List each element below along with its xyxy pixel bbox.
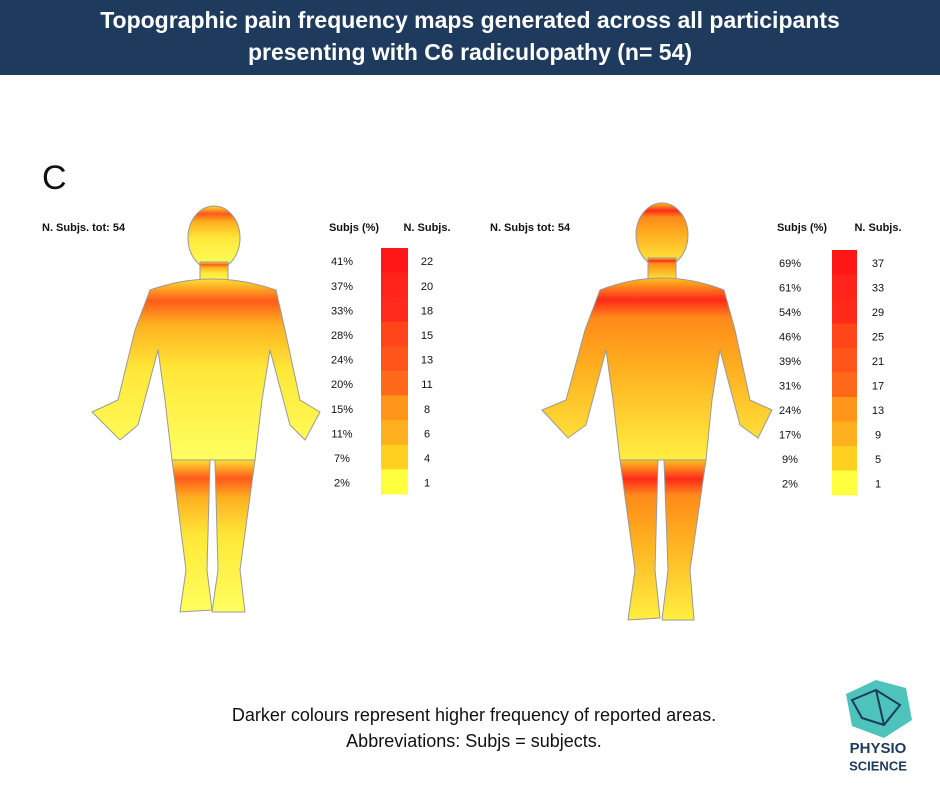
back-body-map: [541, 202, 773, 621]
legend-swatch: [381, 371, 408, 397]
total-label: N. Subjs. tot: 54: [42, 222, 126, 234]
legend-swatch: [832, 372, 857, 398]
legend-percent: 69%: [779, 258, 801, 270]
legend-swatch: [832, 470, 857, 496]
legend-swatch: [381, 444, 408, 470]
legend-count: 17: [872, 381, 884, 393]
legend-count: 15: [421, 330, 433, 342]
legend-header: N. Subjs.: [854, 222, 901, 234]
legend-percent: 2%: [782, 479, 798, 491]
legend-swatch: [832, 299, 857, 324]
legend-count: 22: [421, 256, 433, 268]
legend-swatch: [832, 250, 857, 275]
legend-swatch: [381, 346, 408, 372]
legend-count: 8: [424, 404, 430, 416]
total-label: N. Subjs tot: 54: [490, 222, 571, 234]
legend-percent: 33%: [331, 305, 353, 317]
legend-swatch: [381, 297, 408, 323]
legend-swatch: [381, 395, 408, 421]
footer-line: Abbreviations: Subjs = subjects.: [346, 731, 602, 751]
legend-swatch: [832, 323, 857, 349]
legend-percent: 20%: [331, 379, 353, 391]
legend-count: 11: [421, 379, 432, 391]
legend-percent: 31%: [779, 381, 801, 393]
logo: PHYSIO SCIENCE: [846, 680, 912, 773]
logo-network: [850, 688, 902, 727]
legend-count: 21: [872, 356, 884, 368]
legend-swatch: [832, 421, 857, 447]
logo-text: SCIENCE: [849, 758, 907, 773]
legend-count: 25: [872, 332, 884, 344]
legend-count: 13: [421, 355, 433, 367]
legend-swatch: [381, 321, 408, 347]
legend-percent: 11%: [331, 428, 352, 440]
legend-percent: 24%: [331, 355, 353, 367]
legend-header: Subjs (%): [329, 222, 379, 234]
legend-percent: 28%: [331, 330, 353, 342]
legend-count: 1: [424, 478, 430, 490]
legend-percent: 46%: [779, 332, 801, 344]
legend-percent: 9%: [782, 454, 798, 466]
title-line: Topographic pain frequency maps generate…: [100, 7, 840, 33]
legend-header: N. Subjs.: [403, 222, 450, 234]
legend-percent: 54%: [779, 307, 801, 319]
header-bar: [0, 0, 940, 75]
legend-count: 1: [875, 479, 881, 491]
legend-count: 18: [421, 305, 433, 317]
legend-percent: 7%: [334, 453, 350, 465]
logo-text: PHYSIO: [850, 740, 907, 757]
logo-mark: [846, 680, 912, 738]
legend-percent: 24%: [779, 405, 801, 417]
front-body-map: [91, 205, 321, 613]
legend-swatch: [381, 469, 408, 495]
legend-count: 37: [872, 258, 884, 270]
title-line: presenting with C6 radiculopathy (n= 54): [248, 39, 692, 65]
legend-percent: 2%: [334, 478, 350, 490]
legend-percent: 61%: [779, 283, 801, 295]
legend-count: 4: [424, 453, 430, 465]
legend-count: 9: [875, 430, 881, 442]
legend-swatch: [381, 272, 408, 298]
legend-swatch: [832, 274, 857, 300]
legend-count: 33: [872, 283, 884, 295]
panel-label: C: [42, 159, 67, 197]
footer-line: Darker colours represent higher frequenc…: [232, 705, 716, 725]
legend-count: 5: [875, 454, 881, 466]
legend-swatch: [381, 420, 408, 446]
legend-percent: 41%: [331, 256, 353, 268]
legend-percent: 37%: [331, 281, 353, 293]
legend-count: 13: [872, 405, 884, 417]
legend-swatch: [832, 446, 857, 471]
legend-count: 29: [872, 307, 884, 319]
legend-swatch: [832, 397, 857, 422]
legend-percent: 17%: [779, 430, 801, 442]
legend-swatch: [381, 248, 408, 274]
legend-header: Subjs (%): [777, 222, 827, 234]
legend-count: 20: [421, 281, 433, 293]
legend-percent: 39%: [779, 356, 801, 368]
legend-count: 6: [424, 428, 430, 440]
legend-percent: 15%: [331, 404, 353, 416]
legend-swatch: [832, 348, 857, 373]
